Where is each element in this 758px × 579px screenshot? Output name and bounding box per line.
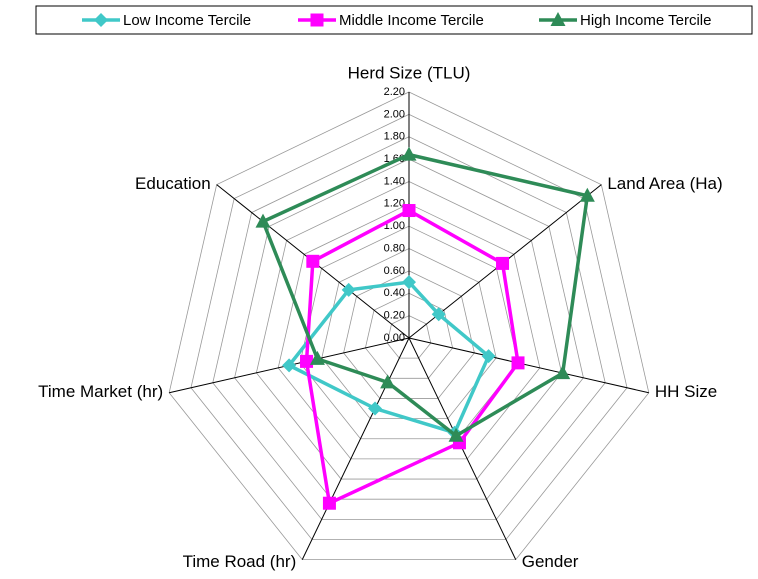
data-point — [401, 146, 417, 161]
data-point — [496, 256, 510, 270]
y-tick-label: 0.60 — [384, 265, 405, 277]
series-line — [286, 280, 491, 435]
legend-label: Middle Income Tercile — [339, 12, 484, 29]
y-tick-label: 1.20 — [384, 198, 405, 210]
y-tick-label: 2.00 — [384, 108, 405, 120]
data-point — [282, 358, 297, 373]
y-tick-label: 0.20 — [384, 310, 405, 322]
grid-line — [277, 203, 541, 460]
axis-line — [301, 337, 410, 560]
grid-line — [234, 158, 584, 500]
data-point — [255, 213, 271, 228]
grid-line — [299, 225, 519, 440]
category-label: Gender — [522, 552, 579, 571]
data-point — [402, 275, 416, 290]
data-point — [481, 349, 496, 364]
grid-line — [364, 292, 454, 379]
y-tick-label: 2.20 — [384, 86, 405, 98]
data-point — [402, 204, 416, 218]
category-label: HH Size — [655, 382, 717, 401]
grid-line — [212, 136, 606, 520]
data-point — [448, 427, 464, 442]
series-line — [304, 208, 520, 506]
data-point — [341, 282, 356, 297]
data-point — [300, 354, 314, 368]
category-label: Time Market (hr) — [38, 382, 163, 401]
data-point — [431, 307, 446, 322]
y-tick-label: 0.00 — [384, 332, 405, 344]
data-point — [579, 187, 595, 202]
category-label: Education — [135, 174, 211, 193]
y-tick-label: 0.80 — [384, 242, 405, 254]
grid-line — [255, 181, 563, 480]
data-point — [322, 496, 336, 510]
data-point — [306, 254, 320, 268]
legend-label: Low Income Tercile — [123, 12, 251, 29]
category-label: Land Area (Ha) — [607, 174, 722, 193]
legend-marker — [310, 13, 324, 27]
category-label: Herd Size (TLU) — [348, 63, 471, 82]
data-point — [511, 356, 525, 370]
legend-box — [35, 5, 753, 35]
axis-line — [408, 337, 649, 394]
data-point — [368, 401, 383, 416]
data-point — [309, 350, 325, 365]
category-label: Time Road (hr) — [183, 552, 297, 571]
legend-marker — [94, 13, 108, 27]
data-point — [380, 374, 396, 389]
legend-marker — [550, 12, 566, 26]
grid-line — [190, 113, 628, 540]
y-tick-label: 1.80 — [384, 131, 405, 143]
y-tick-label: 0.40 — [384, 287, 405, 299]
grid-line — [168, 91, 650, 561]
series-line — [260, 152, 590, 438]
data-point — [555, 365, 571, 380]
grid-line — [386, 315, 432, 359]
y-tick-label: 1.40 — [384, 175, 405, 187]
legend-label: High Income Tercile — [580, 12, 711, 29]
